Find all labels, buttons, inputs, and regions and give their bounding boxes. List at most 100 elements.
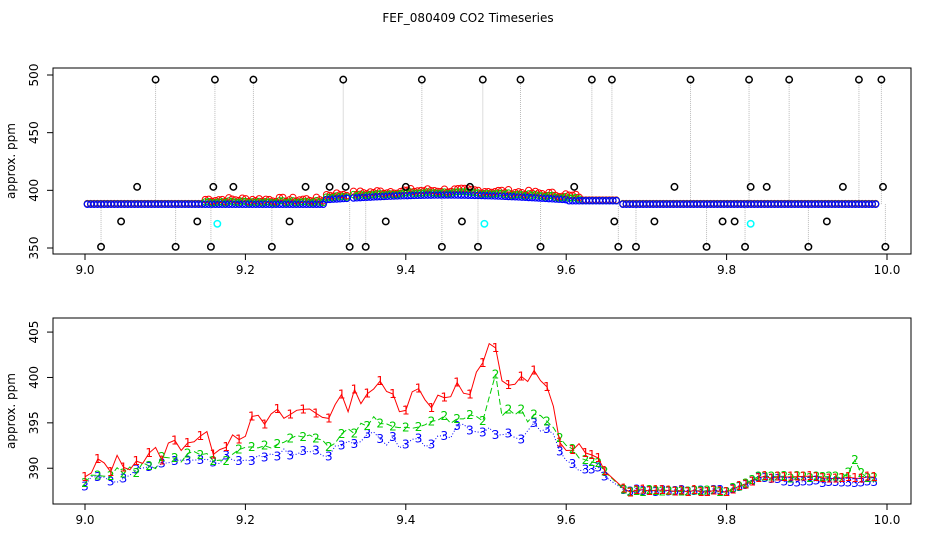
series-1-marker: 1 [453,375,461,389]
series-2-marker: 2 [864,471,872,485]
series-3-marker: 3 [517,433,525,447]
series-3-marker: 3 [248,454,256,468]
series-2-marker: 2 [428,414,436,428]
chart-title: FEF_080409 CO2 Timeseries [382,11,553,25]
series-2-marker: 2 [832,470,840,484]
series-1-marker: 1 [312,406,320,420]
series-3-marker: 3 [274,449,282,463]
series-2-marker: 2 [209,454,217,468]
series-2-marker: 2 [819,470,827,484]
co2-point [868,200,877,208]
series-2-marker: 2 [729,481,737,495]
series-2-marker: 2 [858,466,866,480]
series-3-marker: 3 [171,454,179,468]
series-1-marker: 1 [235,433,243,447]
series-3-marker: 3 [81,479,89,493]
outlier-point [650,217,659,226]
outlier-point [285,217,294,226]
series-1-line [84,342,875,493]
series-1-marker: 1 [466,388,474,402]
series-1-marker: 1 [222,440,230,454]
series-2-marker: 2 [81,476,89,490]
series-2-marker: 2 [697,484,705,498]
series-1-marker: 1 [825,471,833,485]
series-1-marker: 1 [145,446,153,460]
series-3-marker: 3 [588,462,596,476]
series-1-marker: 1 [428,401,436,415]
series-1-marker: 1 [781,470,789,484]
series-2-marker: 2 [556,431,564,445]
series-2-marker: 2 [415,420,423,434]
series-3-marker: 3 [832,475,840,489]
series-2-marker: 2 [671,484,679,498]
series-2-marker: 2 [748,473,756,487]
series-1-marker: 1 [819,471,827,485]
outlier-point [632,242,640,251]
series-3-marker: 3 [704,485,712,499]
series-1-marker: 1 [601,464,609,478]
series-2-marker: 2 [569,442,577,456]
flag-point [213,219,222,228]
series-3-marker: 3 [851,476,859,490]
outlier-point [117,217,126,226]
x-tick-label: 10.0 [874,513,901,527]
series-3-marker: 3 [428,438,436,452]
y-axis: 390 395 400 405 [27,321,54,480]
series-3-marker: 3 [800,475,808,489]
series-3-marker: 3 [748,474,756,488]
series-3-marker: 3 [94,470,102,484]
series-1-marker: 1 [184,436,192,450]
series-3-marker: 3 [120,471,128,485]
series-3-marker: 3 [787,475,795,489]
y-tick-label: 350 [27,237,41,260]
series-3-marker: 3 [376,432,384,446]
connector-lines [100,79,886,247]
x-tick-label: 9.8 [717,263,736,277]
outlier-point [361,242,370,251]
outlier-point [762,182,771,191]
outlier-point [325,182,334,191]
series-3-marker: 3 [222,448,230,462]
series-1-marker: 1 [684,485,692,499]
series-1-marker: 1 [755,471,763,485]
series-1-marker: 1 [158,454,166,468]
series-2-marker: 2 [627,485,635,499]
series-3-marker: 3 [389,430,397,444]
series-1-marker: 1 [646,484,654,498]
series-2-marker: 2 [517,403,525,417]
series-2-marker: 2 [261,439,269,453]
series-3-marker: 3 [684,484,692,498]
series-3-marker: 3 [665,485,673,499]
series-1-marker: 1 [697,485,705,499]
series-3-marker: 3 [261,450,269,464]
outlier-point [171,242,180,251]
series-1-marker: 1 [197,429,205,443]
series-3-marker: 3 [453,419,461,433]
series-1-marker: 1 [376,374,384,388]
series-2-marker: 2 [787,471,795,485]
series-3-marker: 3 [781,475,789,489]
series-3-marker: 3 [627,484,635,498]
outlier-point [746,182,755,191]
outlier-point [457,217,466,226]
series-1-marker: 1 [274,402,282,416]
series-1-marker: 1 [530,364,538,378]
outlier-point [193,217,202,226]
series-3-marker: 3 [736,480,744,494]
series-1-marker: 1 [107,465,115,479]
series-1-marker: 1 [299,402,307,416]
series-2-marker: 2 [710,483,718,497]
series-3-marker: 3 [299,444,307,458]
series-2-marker: 2 [184,446,192,460]
series-2-marker: 2 [312,432,320,446]
y-tick-label: 400 [27,366,41,389]
series-1-marker: 1 [286,407,294,421]
series-3-marker: 3 [133,462,141,476]
series-1-marker: 1 [351,382,359,396]
series-3-marker: 3 [601,470,609,484]
series-3-marker: 3 [646,484,654,498]
outlier-point [249,75,258,84]
series-1-marker: 1 [864,470,872,484]
series-2-marker: 2 [639,485,647,499]
series-2-marker: 2 [338,427,346,441]
